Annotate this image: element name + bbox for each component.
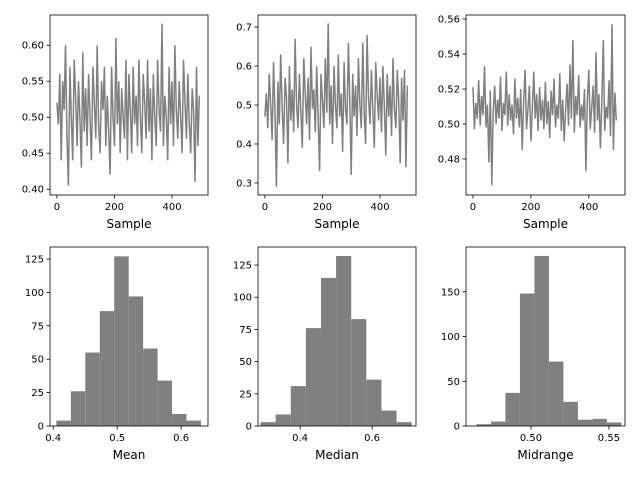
- y-tick-label: 0: [246, 422, 252, 433]
- histogram-bar: [85, 352, 100, 426]
- histogram-bar: [336, 256, 352, 426]
- y-tick-label: 0.52: [438, 84, 460, 95]
- y-tick-label: 100: [233, 293, 252, 304]
- x-axis-label: Mean: [113, 448, 146, 462]
- y-tick-label: 50: [31, 355, 44, 366]
- x-tick-label: 400: [579, 202, 598, 213]
- y-tick-label: 125: [25, 255, 44, 266]
- x-axis-label: Sample: [107, 217, 152, 231]
- x-tick-label: 0: [262, 202, 268, 213]
- y-tick-label: 0: [38, 422, 44, 433]
- subplot-1: 0 200 400 0.40 0.45 0.50 0.55 0.60 Sample: [22, 14, 209, 231]
- subplot-3: 0 200 400 0.48 0.50 0.52 0.54 0.56 Sample: [438, 14, 626, 231]
- x-tick-label: 400: [370, 202, 389, 213]
- axes-frame: [49, 14, 209, 196]
- y-tick-label: 0.50: [22, 113, 44, 124]
- y-tick-label: 0.56: [438, 15, 460, 26]
- series-line: [56, 23, 201, 186]
- histogram-bar: [548, 361, 564, 426]
- histogram-bar: [114, 256, 129, 426]
- y-tick-label: 100: [441, 332, 460, 343]
- series-line: [472, 24, 618, 186]
- x-tick-label: 0: [470, 202, 476, 213]
- axes-frame: [465, 14, 626, 196]
- x-axis-label: Sample: [315, 217, 360, 231]
- y-tick-label: 100: [25, 288, 44, 299]
- x-tick-label: 0.6: [364, 433, 380, 444]
- y-tick-label: 0.48: [438, 154, 460, 165]
- x-tick-label: 0: [54, 202, 60, 213]
- x-axis-label: Midrange: [517, 448, 573, 462]
- y-tick-label: 0.54: [438, 50, 460, 61]
- x-tick-label: 200: [313, 202, 332, 213]
- histogram-bar: [534, 255, 549, 426]
- histogram-bar: [351, 319, 367, 426]
- histogram-bar: [186, 420, 201, 426]
- histogram-bar: [305, 328, 321, 426]
- histogram-bar: [99, 311, 115, 426]
- histogram-bar: [143, 348, 158, 426]
- y-tick-label: 50: [447, 377, 460, 388]
- y-tick-label: 0.50: [438, 119, 460, 130]
- histogram-bar: [320, 277, 337, 426]
- histogram-bar: [56, 420, 71, 426]
- histogram-bar: [157, 380, 173, 426]
- x-tick-label: 0.4: [45, 433, 61, 444]
- subplot-2: 0 200 400 0.3 0.4 0.5 0.6 0.7 Sample: [236, 14, 417, 231]
- x-tick-label: 0.6: [173, 433, 189, 444]
- x-axis-label: Sample: [523, 217, 568, 231]
- subplot-4: 0.4 0.5 0.6 0 25 50 75 100 125 Mean: [25, 246, 209, 462]
- histogram-bar: [275, 414, 291, 426]
- x-tick-label: 0.50: [520, 433, 542, 444]
- histogram-bar: [396, 422, 412, 426]
- y-tick-label: 150: [441, 287, 460, 298]
- y-tick-label: 0.60: [22, 41, 44, 52]
- y-tick-label: 25: [239, 389, 252, 400]
- y-tick-label: 75: [31, 321, 44, 332]
- y-tick-label: 25: [31, 388, 44, 399]
- histogram-bar: [366, 379, 382, 426]
- y-tick-label: 0.7: [236, 23, 252, 34]
- y-tick-label: 0: [454, 422, 460, 433]
- histogram-bar: [381, 410, 397, 426]
- x-tick-label: 200: [521, 202, 540, 213]
- histogram-bar: [172, 413, 187, 426]
- axes-frame: [257, 246, 417, 427]
- subplot-6: 0.50 0.55 0 50 100 150 Midrange: [441, 246, 626, 462]
- histogram-bar: [519, 293, 535, 426]
- histogram-bar: [592, 418, 607, 426]
- y-tick-label: 0.4: [236, 139, 252, 150]
- y-tick-label: 0.5: [236, 101, 252, 112]
- y-tick-label: 0.55: [22, 77, 44, 88]
- y-tick-label: 0.3: [236, 178, 252, 189]
- x-tick-label: 0.4: [292, 433, 308, 444]
- histogram-bar: [128, 296, 144, 426]
- histogram-bar: [563, 401, 578, 426]
- x-axis-label: Median: [315, 448, 359, 462]
- y-tick-label: 75: [239, 325, 252, 336]
- x-tick-label: 400: [162, 202, 181, 213]
- x-tick-label: 0.55: [598, 433, 620, 444]
- series-line: [264, 23, 409, 187]
- y-tick-label: 0.6: [236, 62, 252, 73]
- subplot-5: 0.4 0.6 0 25 50 75 100 125 Median: [233, 246, 417, 462]
- y-tick-label: 125: [233, 261, 252, 272]
- histogram-bar: [490, 421, 506, 426]
- x-tick-label: 0.5: [109, 433, 125, 444]
- x-tick-label: 200: [105, 202, 124, 213]
- histogram-bar: [505, 392, 520, 426]
- y-tick-label: 0.45: [22, 149, 44, 160]
- histogram-bar: [70, 391, 86, 426]
- histogram-bar: [606, 422, 622, 426]
- histogram-bar: [577, 419, 593, 426]
- y-tick-label: 50: [239, 357, 252, 368]
- histogram-bar: [476, 424, 491, 426]
- histogram-bar: [260, 422, 276, 426]
- histogram-bar: [290, 386, 306, 426]
- y-tick-label: 0.40: [22, 185, 44, 196]
- axes-frame: [49, 246, 209, 427]
